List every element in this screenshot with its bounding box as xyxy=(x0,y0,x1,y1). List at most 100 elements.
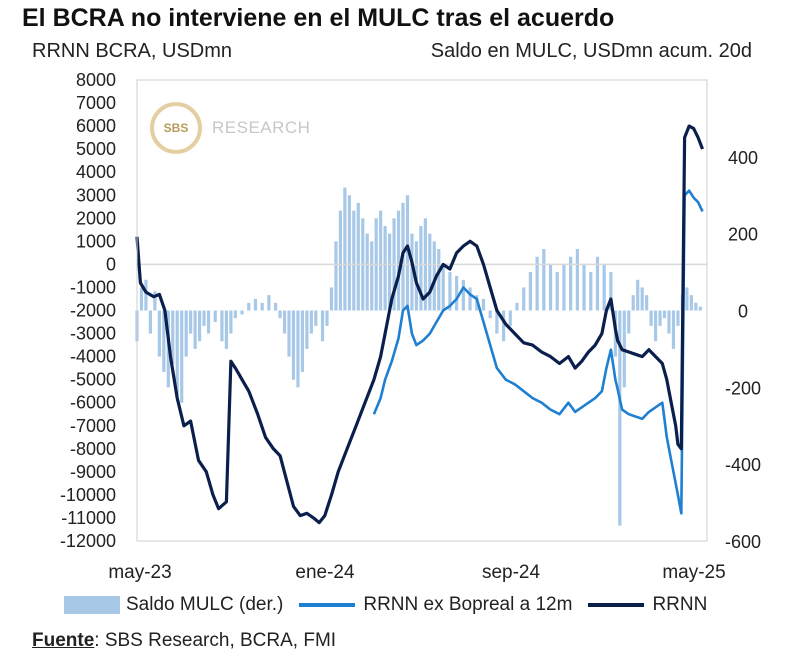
mulc-bar xyxy=(347,195,351,311)
mulc-bar xyxy=(582,264,586,311)
mulc-bar xyxy=(653,310,658,342)
mulc-bar xyxy=(193,310,197,349)
left-tick-label: -2000 xyxy=(70,301,116,321)
mulc-bar xyxy=(379,210,383,311)
left-tick-label: -5000 xyxy=(70,370,116,390)
rrnn-ex-bopreal-line xyxy=(372,189,704,515)
mulc-bar xyxy=(220,310,224,342)
mulc-bar xyxy=(528,272,533,311)
mulc-bar xyxy=(278,310,282,319)
right-tick-label: 400 xyxy=(728,148,758,168)
left-tick-label: 2000 xyxy=(76,208,116,228)
mulc-bar xyxy=(229,310,233,334)
mulc-bar xyxy=(338,210,343,311)
mulc-bar xyxy=(419,225,423,311)
mulc-bar xyxy=(428,233,432,311)
mulc-bar xyxy=(542,249,546,311)
mulc-bar xyxy=(602,264,606,311)
mulc-bar xyxy=(694,302,698,311)
mulc-bar xyxy=(396,210,401,311)
legend-item-rrnn-ex: RRNN ex Bopreal a 12m xyxy=(299,594,572,616)
mulc-bar xyxy=(685,287,689,311)
mulc-bar xyxy=(365,233,369,311)
mulc-bar xyxy=(437,249,441,311)
mulc-bar xyxy=(329,287,334,311)
mulc-bar xyxy=(189,310,193,334)
left-tick-label: 7000 xyxy=(76,93,116,113)
plot-border xyxy=(136,79,708,542)
source-note: Fuente: SBS Research, BCRA, FMI xyxy=(32,630,336,652)
mulc-bar xyxy=(562,264,566,311)
mulc-bar xyxy=(202,310,206,326)
left-tick-label: -6000 xyxy=(70,393,116,413)
left-axis-subtitle: RRNN BCRA, USDmn xyxy=(32,40,233,62)
mulc-bar xyxy=(645,295,649,311)
mulc-bar xyxy=(618,310,622,526)
left-tick-label: -3000 xyxy=(70,324,116,344)
legend-label: Saldo MULC (der.) xyxy=(126,594,284,615)
mulc-bar xyxy=(495,310,499,334)
mulc-bar xyxy=(689,295,693,311)
mulc-bar xyxy=(627,310,631,334)
mulc-bar xyxy=(253,298,258,311)
right-axis-ticks: 400 200 0 -200 -400 -600 xyxy=(725,148,761,552)
mulc-bar xyxy=(589,272,593,311)
mulc-bar xyxy=(410,233,414,311)
right-tick-label: 0 xyxy=(738,302,748,322)
mulc-bar xyxy=(157,310,161,357)
mulc-bar xyxy=(387,233,392,311)
left-tick-label: 0 xyxy=(106,254,116,274)
mulc-bar xyxy=(609,272,613,311)
mulc-bar xyxy=(468,287,472,311)
left-tick-label: -10000 xyxy=(60,485,116,505)
mulc-bar xyxy=(213,310,217,323)
left-tick-label: -9000 xyxy=(70,462,116,482)
left-tick-label: 4000 xyxy=(76,162,116,182)
mulc-bar xyxy=(240,310,244,315)
left-axis-ticks: 8000 7000 6000 5000 4000 3000 2000 1000 0 -1000 -2… xyxy=(60,70,116,551)
mulc-bar xyxy=(320,310,325,342)
mulc-bar xyxy=(273,302,278,311)
chart-title: El BCRA no interviene en el MULC tras el… xyxy=(22,4,615,32)
mulc-bar xyxy=(175,310,179,396)
right-tick-label: -600 xyxy=(725,532,761,552)
chart-legend: Saldo MULC (der.) RRNN ex Bopreal a 12m … xyxy=(64,594,723,616)
left-tick-label: -8000 xyxy=(70,439,116,459)
mulc-bar xyxy=(405,195,410,311)
legend-item-rrnn: RRNN xyxy=(588,594,707,616)
mulc-bar xyxy=(555,272,559,311)
mulc-bar xyxy=(676,310,680,326)
logo-text: RESEARCH xyxy=(212,118,311,137)
right-tick-label: -200 xyxy=(725,378,761,398)
mulc-bar xyxy=(535,256,539,311)
legend-swatch-bar xyxy=(64,596,120,614)
x-tick-label: sep-24 xyxy=(482,562,541,583)
mulc-bar xyxy=(455,275,459,311)
mulc-bar xyxy=(197,310,202,342)
mulc-bar xyxy=(631,295,635,311)
mulc-bar xyxy=(662,310,667,319)
source-label: Fuente xyxy=(32,630,95,651)
left-tick-label: -1000 xyxy=(70,277,116,297)
left-tick-label: -4000 xyxy=(70,347,116,367)
mulc-bar xyxy=(224,310,229,349)
source-text: : SBS Research, BCRA, FMI xyxy=(94,630,337,651)
mulc-bar xyxy=(370,241,374,311)
mulc-bar xyxy=(282,310,287,334)
x-tick-label: may-25 xyxy=(662,562,725,583)
mulc-bar xyxy=(649,310,653,326)
left-tick-label: 5000 xyxy=(76,139,116,159)
mulc-bar xyxy=(260,302,264,311)
mulc-bar xyxy=(667,310,671,334)
mulc-bar xyxy=(432,241,436,311)
mulc-bar xyxy=(287,310,291,357)
mulc-bar xyxy=(153,291,157,311)
mulc-bar xyxy=(291,310,296,380)
mulc-bar xyxy=(548,264,553,311)
x-tick-label: ene-24 xyxy=(295,562,355,583)
mulc-bar xyxy=(508,310,512,326)
mulc-bar xyxy=(569,256,573,311)
mulc-bar xyxy=(356,202,360,311)
left-tick-label: 3000 xyxy=(76,185,116,205)
left-tick-label: 8000 xyxy=(76,70,116,90)
